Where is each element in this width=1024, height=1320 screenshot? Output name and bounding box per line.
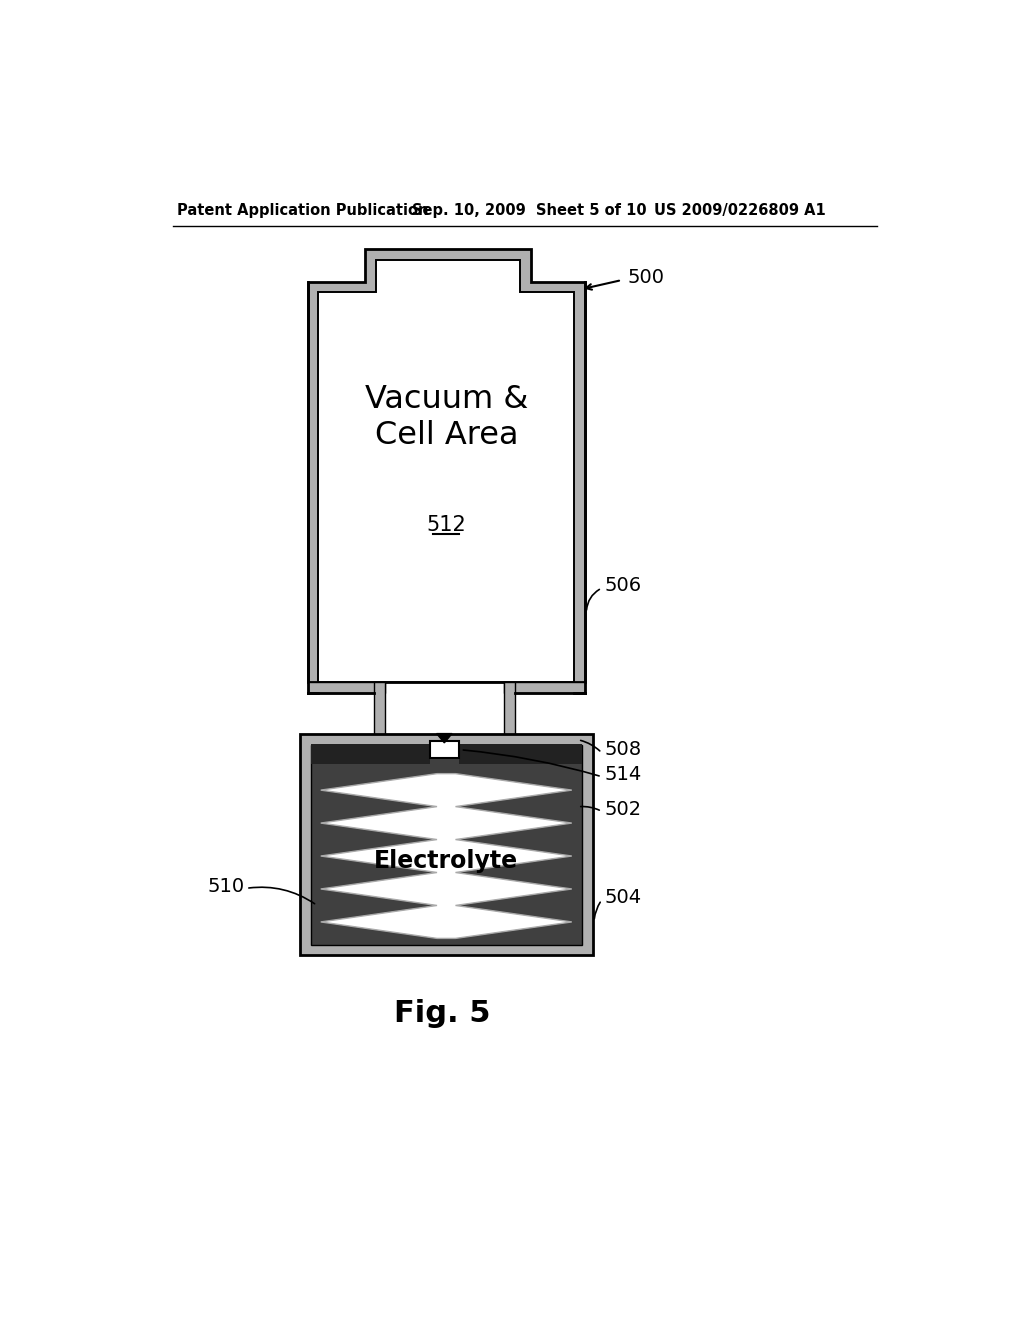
Text: Patent Application Publication: Patent Application Publication [177, 203, 428, 218]
Text: 506: 506 [604, 577, 641, 595]
Text: Vacuum &
Cell Area: Vacuum & Cell Area [365, 384, 528, 451]
Text: 504: 504 [604, 888, 641, 907]
Text: 512: 512 [426, 515, 466, 535]
Text: 514: 514 [604, 764, 641, 784]
Text: 508: 508 [604, 741, 641, 759]
Text: 502: 502 [604, 800, 641, 818]
Bar [310, 744, 582, 945]
Text: US 2009/0226809 A1: US 2009/0226809 A1 [654, 203, 826, 218]
Bar [459, 743, 582, 763]
Text: Sep. 10, 2009  Sheet 5 of 10: Sep. 10, 2009 Sheet 5 of 10 [412, 203, 646, 218]
Bar [430, 742, 459, 758]
Polygon shape [318, 260, 574, 682]
Polygon shape [321, 774, 571, 939]
Bar [504, 682, 515, 743]
Bar [307, 682, 385, 693]
Bar [374, 682, 385, 743]
Text: Electrolyte: Electrolyte [374, 849, 518, 873]
Text: 500: 500 [628, 268, 665, 288]
Text: Fig. 5: Fig. 5 [394, 999, 490, 1027]
Bar [504, 682, 585, 693]
Bar [300, 734, 593, 956]
Bar [310, 743, 430, 763]
Text: 510: 510 [208, 876, 245, 895]
Polygon shape [436, 734, 452, 743]
Polygon shape [307, 249, 585, 682]
